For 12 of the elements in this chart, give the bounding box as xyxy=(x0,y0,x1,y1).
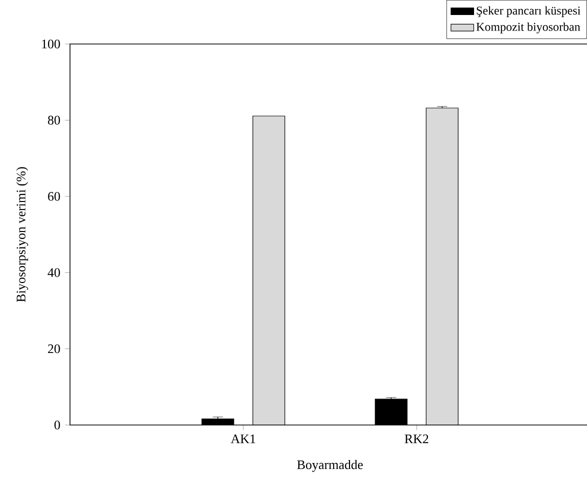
y-tick-label: 60 xyxy=(48,192,60,201)
legend-label: Kompozit biyosorban xyxy=(476,22,580,34)
y-tick-label: 20 xyxy=(48,344,60,354)
y-tick-label: 0 xyxy=(54,420,60,430)
y-tick-label: 100 xyxy=(42,40,60,48)
x-tick-label: AK1 xyxy=(230,434,256,444)
y-tick-label: 40 xyxy=(48,268,60,277)
x-axis-title: Boyarmadde xyxy=(297,460,363,472)
y-axis-title: Biyosorpsiyon verimi (%) xyxy=(16,167,28,302)
y-tick-label: 80 xyxy=(48,116,60,125)
legend-label: Şeker pancarı küspesi xyxy=(476,6,580,18)
x-tick-label: RK2 xyxy=(404,434,428,444)
